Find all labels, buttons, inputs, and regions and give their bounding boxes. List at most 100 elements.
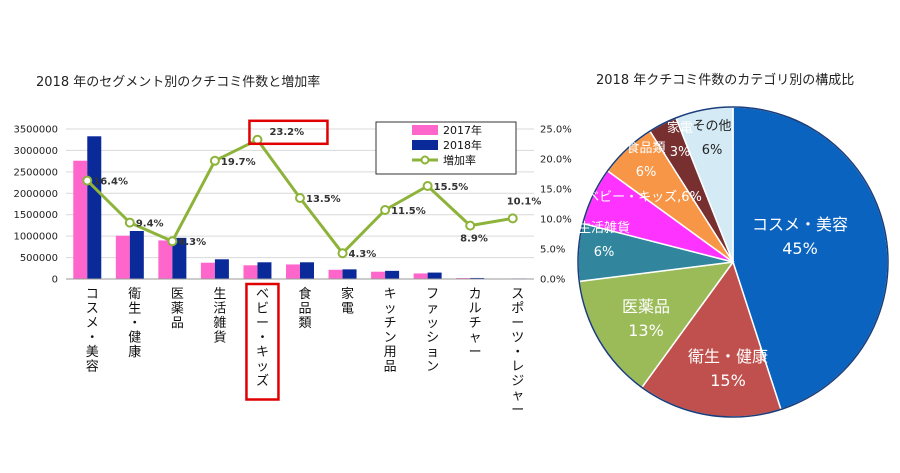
pie-chart: 2018 年クチコミ件数のカテゴリ別の構成比 コスメ・美容 45% 衛生・健康 15%… (577, 72, 889, 418)
growth-label-cat-1: 9.4% (136, 219, 164, 230)
bar-2018-cat-6 (342, 269, 357, 279)
growth-label-cat-9: 8.9% (460, 234, 488, 245)
bar-2017-cat-8 (413, 273, 428, 279)
y2-tick-label: 25.0% (540, 125, 572, 136)
y2-tick-label: 5.0% (540, 245, 565, 256)
y-tick-label: 1000000 (13, 232, 58, 243)
pie-label-name-7: その他 (692, 119, 731, 134)
category-label-cat-4: ベビー・キッズ (256, 287, 269, 389)
combo-y2-axis-ticks: 0.0% 5.0% 10.0% 15.0% 20.0% 25.0% (540, 125, 572, 286)
category-label-cat-7: キッチン用品 (384, 287, 397, 375)
growth-point-cat-0 (82, 175, 93, 186)
category-label-cat-5: 食品類 (298, 286, 311, 331)
highlight-box-value (248, 119, 329, 146)
growth-point-cat-10 (507, 213, 518, 224)
y-tick-label: 3000000 (13, 146, 58, 157)
growth-rate-data-labels: 16.4% 9.4% 6.3% 19.7% 23.2% 13.5% 4.3% 11.5% 15.… (93, 127, 541, 260)
growth-point-cat-7 (380, 205, 391, 215)
bar-2018-cat-1 (129, 231, 144, 279)
combo-chart: 2018 年のセグメント別のクチコミ件数と増加率 0 500000 1000000 1… (13, 74, 571, 418)
pie-label-name-2: 医薬品 (622, 297, 670, 316)
combo-category-labels: コスメ・美容 衛生・健康 医薬品 生活雑貨 ベビー・キッズ 食品類 家電 キッチン用品 ファッシ… (86, 286, 524, 418)
category-label-cat-8: ファッション (426, 287, 439, 375)
pie-label-value-7: 6% (702, 143, 723, 158)
bar-2018-cat-0 (87, 136, 102, 279)
pie-label-name-0: コスメ・美容 (752, 215, 848, 234)
bar-2018-cat-9 (470, 277, 485, 279)
legend-marker-growth (420, 155, 430, 165)
pie-label-value-0: 45% (782, 239, 818, 258)
bar-2017-cat-2 (158, 240, 173, 279)
growth-label-cat-2: 6.3% (178, 237, 206, 248)
legend-frame (375, 121, 517, 175)
growth-point-cat-5 (295, 193, 305, 203)
bar-2018-cat-7 (385, 270, 400, 279)
category-label-cat-3: 生活雑貨 (213, 287, 226, 346)
legend-swatch-2018 (412, 140, 438, 150)
growth-label-cat-5: 13.5% (306, 194, 341, 205)
pie-label-name-5: 食品類 (626, 140, 665, 156)
bar-2017-cat-7 (371, 271, 386, 279)
category-label-cat-6: 家電 (341, 286, 354, 317)
growth-label-cat-7: 11.5% (391, 206, 426, 217)
y2-tick-label: 0.0% (540, 275, 565, 286)
combo-bars (73, 136, 527, 279)
growth-point-cat-1 (124, 217, 135, 228)
category-label-cat-9: カルチャー (469, 287, 482, 360)
pie-label-value-2: 13% (628, 321, 664, 340)
category-label-cat-0: コスメ・美容 (86, 287, 99, 375)
bar-2018-cat-8 (427, 272, 442, 279)
bar-2017-cat-4 (243, 265, 258, 279)
growth-label-cat-3: 19.7% (221, 157, 256, 168)
combo-chart-title: 2018 年のセグメント別のクチコミ件数と増加率 (36, 74, 320, 90)
y2-tick-label: 20.0% (540, 155, 572, 166)
growth-label-cat-4: 23.2% (269, 127, 304, 138)
y-tick-label: 2500000 (13, 167, 58, 178)
highlight-boxes (245, 119, 329, 401)
growth-label-cat-8: 15.5% (434, 182, 469, 193)
y-tick-label: 0 (52, 275, 58, 286)
growth-point-cat-9 (465, 220, 476, 231)
combo-legend: 2017年 2018年 増加率 (375, 121, 517, 175)
bar-2018-cat-3 (214, 259, 229, 279)
legend-label-2017: 2017年 (443, 123, 482, 137)
bar-2018-cat-5 (300, 262, 314, 279)
pie-chart-title: 2018 年クチコミ件数のカテゴリ別の構成比 (596, 72, 854, 88)
pie-label-value-5: 6% (636, 165, 657, 180)
y2-tick-label: 10.0% (540, 215, 572, 226)
category-label-cat-2: 医薬品 (171, 287, 184, 331)
growth-label-cat-6: 4.3% (349, 249, 377, 260)
growth-point-cat-3 (209, 155, 220, 166)
pie-slices (577, 106, 889, 418)
bar-2017-cat-0 (73, 160, 88, 279)
y-tick-label: 3500000 (13, 125, 58, 136)
legend-swatch-2017 (412, 125, 438, 135)
pie-label-value-6: 3% (670, 145, 691, 160)
bar-2018-cat-2 (172, 237, 187, 279)
combo-y-axis-ticks: 0 500000 1000000 1500000 2000000 2500000 30000… (13, 125, 58, 286)
pie-label-value-1: 15% (710, 371, 746, 390)
y-tick-label: 500000 (20, 253, 58, 264)
pie-label-name-6: 家電 (667, 120, 693, 136)
combo-gridlines (66, 128, 534, 259)
legend-label-growth: 増加率 (443, 153, 476, 167)
growth-label-cat-10: 10.1% (507, 196, 542, 207)
bar-2017-cat-6 (328, 269, 343, 279)
growth-point-cat-8 (422, 181, 433, 191)
highlight-box-category (245, 282, 280, 401)
legend-label-2018: 2018年 (443, 138, 482, 152)
bar-2017-cat-1 (115, 235, 130, 279)
category-label-cat-10: スポーツ・レジャー (511, 287, 524, 418)
pie-label-value-3: 6% (594, 245, 615, 260)
y-tick-label: 2000000 (13, 189, 58, 200)
category-label-cat-1: 衛生・健康 (128, 287, 141, 360)
growth-rate-line (82, 134, 518, 259)
y2-tick-label: 15.0% (540, 185, 572, 196)
bar-2017-cat-5 (286, 264, 300, 279)
growth-point-cat-2 (167, 236, 178, 247)
bar-2018-cat-4 (257, 262, 272, 279)
pie-label-4: ベビー・キッズ,6% (586, 189, 702, 205)
pie-slice-labels: コスメ・美容 45% 衛生・健康 15% 医薬品 13% 生活雑貨 6% ベビー・キッズ,6% 食… (578, 119, 848, 390)
pie-outline (577, 106, 889, 418)
